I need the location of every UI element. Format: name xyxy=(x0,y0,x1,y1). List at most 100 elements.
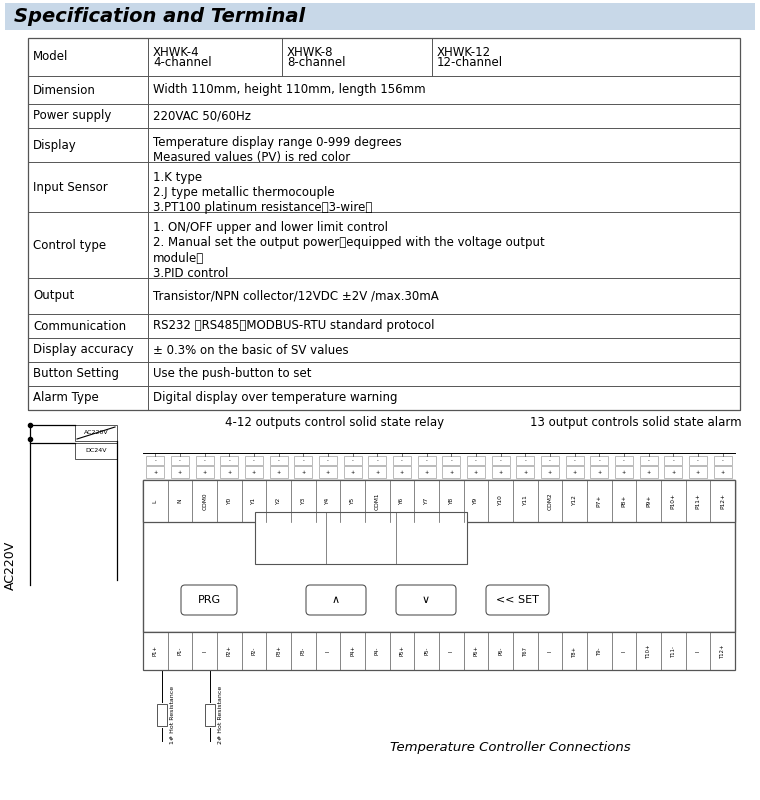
Text: ∨: ∨ xyxy=(422,595,430,605)
Text: I: I xyxy=(695,650,701,652)
Text: PRG: PRG xyxy=(198,595,220,605)
Text: P8+: P8+ xyxy=(622,495,626,507)
Text: P2-: P2- xyxy=(252,647,257,655)
Text: -: - xyxy=(648,458,650,463)
Bar xyxy=(344,456,362,465)
Bar xyxy=(418,456,435,465)
Bar xyxy=(541,456,559,465)
Text: +: + xyxy=(301,470,306,474)
Bar xyxy=(143,632,735,670)
Bar xyxy=(294,456,312,465)
Bar xyxy=(393,466,411,478)
Bar xyxy=(442,456,461,465)
Bar xyxy=(369,456,386,465)
Text: P6-: P6- xyxy=(498,647,503,655)
Bar xyxy=(492,466,509,478)
Bar xyxy=(171,456,189,465)
Text: DC24V: DC24V xyxy=(85,449,106,454)
Text: -: - xyxy=(352,458,353,463)
Bar xyxy=(196,456,214,465)
Text: +: + xyxy=(375,470,379,474)
Text: Use the push-button to set: Use the push-button to set xyxy=(153,367,312,381)
Text: I: I xyxy=(622,650,626,652)
Text: 220VAC 50/60Hz: 220VAC 50/60Hz xyxy=(153,110,251,122)
Text: +: + xyxy=(227,470,231,474)
Bar xyxy=(75,443,117,459)
Text: +: + xyxy=(350,470,355,474)
Bar xyxy=(640,456,657,465)
Text: XHWK-12: XHWK-12 xyxy=(437,46,491,58)
Text: -: - xyxy=(475,458,477,463)
Text: L: L xyxy=(153,499,158,502)
Bar xyxy=(270,456,287,465)
Text: -: - xyxy=(549,458,551,463)
Text: +: + xyxy=(597,470,601,474)
Text: P3-: P3- xyxy=(301,647,306,655)
Text: T9-: T9- xyxy=(597,646,602,655)
Text: P7+: P7+ xyxy=(597,495,602,507)
Text: -: - xyxy=(673,458,674,463)
Text: T11-: T11- xyxy=(671,645,676,657)
FancyBboxPatch shape xyxy=(486,585,549,615)
Text: -: - xyxy=(524,458,526,463)
Bar xyxy=(467,456,485,465)
Text: Button Setting: Button Setting xyxy=(33,367,119,381)
Bar xyxy=(319,456,337,465)
Text: Control type: Control type xyxy=(33,238,106,251)
Text: COM2: COM2 xyxy=(547,492,553,510)
Text: +: + xyxy=(400,470,404,474)
Text: +: + xyxy=(425,470,429,474)
Text: 2.J type metallic thermocouple: 2.J type metallic thermocouple xyxy=(153,186,334,199)
Text: Y10: Y10 xyxy=(498,495,503,506)
Text: +: + xyxy=(720,470,725,474)
Text: 1. ON/OFF upper and lower limit control: 1. ON/OFF upper and lower limit control xyxy=(153,221,388,234)
Text: Y5: Y5 xyxy=(350,498,355,505)
Text: Output: Output xyxy=(33,290,74,302)
Text: 3.PT100 platinum resistance（3-wire）: 3.PT100 platinum resistance（3-wire） xyxy=(153,201,372,214)
Text: +: + xyxy=(326,470,330,474)
Text: XHWK-4: XHWK-4 xyxy=(153,46,200,58)
Text: T8+: T8+ xyxy=(572,646,577,657)
Text: -: - xyxy=(500,458,502,463)
Text: Y4: Y4 xyxy=(325,498,331,505)
Text: +: + xyxy=(622,470,626,474)
Text: +: + xyxy=(671,470,676,474)
Bar xyxy=(245,456,263,465)
Bar xyxy=(615,456,633,465)
Text: Transistor/NPN collector/12VDC ±2V /max.30mA: Transistor/NPN collector/12VDC ±2V /max.… xyxy=(153,290,439,302)
FancyBboxPatch shape xyxy=(306,585,366,615)
Text: module）: module） xyxy=(153,251,204,265)
Bar xyxy=(344,466,362,478)
Text: -: - xyxy=(697,458,699,463)
Text: Y8: Y8 xyxy=(449,498,454,505)
Bar xyxy=(5,3,755,30)
Text: P4-: P4- xyxy=(375,647,380,655)
Text: +: + xyxy=(647,470,651,474)
Bar xyxy=(28,38,740,410)
Text: Communication: Communication xyxy=(33,319,126,333)
Text: +: + xyxy=(499,470,502,474)
FancyBboxPatch shape xyxy=(396,585,456,615)
Bar xyxy=(205,704,215,726)
Text: Display: Display xyxy=(33,138,77,151)
Bar xyxy=(143,480,735,632)
Bar xyxy=(294,466,312,478)
Text: Y7: Y7 xyxy=(424,498,429,505)
Text: 8-channel: 8-channel xyxy=(287,55,346,69)
Bar xyxy=(714,466,732,478)
Text: +: + xyxy=(449,470,454,474)
Text: P3+: P3+ xyxy=(276,646,281,657)
Bar xyxy=(418,466,435,478)
Text: +: + xyxy=(203,470,207,474)
Bar xyxy=(689,456,707,465)
Bar xyxy=(393,456,411,465)
Text: -: - xyxy=(574,458,575,463)
Text: 2# Hot Resistance: 2# Hot Resistance xyxy=(218,686,223,744)
Bar xyxy=(565,456,584,465)
Text: +: + xyxy=(178,470,182,474)
Text: Y0: Y0 xyxy=(226,498,232,505)
Bar xyxy=(75,425,117,441)
Text: P12+: P12+ xyxy=(720,493,725,509)
Text: 4-channel: 4-channel xyxy=(153,55,211,69)
Text: +: + xyxy=(474,470,478,474)
